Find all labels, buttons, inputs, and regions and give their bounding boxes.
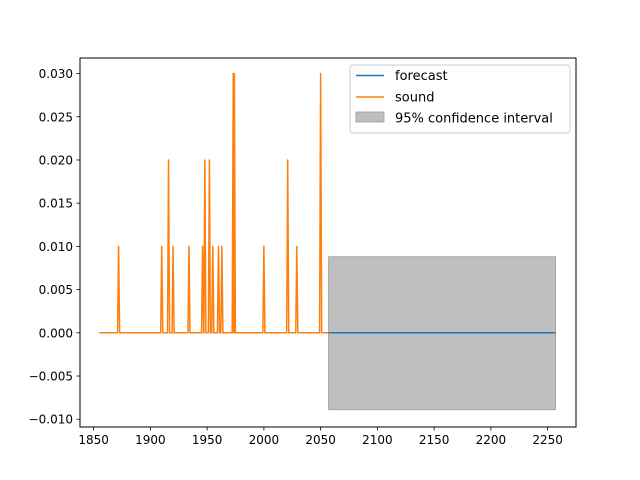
legend: forecast sound 95% confidence interval — [349, 64, 571, 134]
x-tick-label: 2000 — [249, 433, 280, 447]
y-tick-label: 0.005 — [39, 283, 73, 297]
x-tick-label: 2200 — [476, 433, 507, 447]
legend-swatch-confidence-interval — [355, 111, 385, 123]
y-tick-label: 0.000 — [39, 326, 73, 340]
x-tick-label: 2100 — [362, 433, 393, 447]
legend-label-forecast: forecast — [395, 69, 448, 84]
y-tick-label: 0.010 — [39, 240, 73, 254]
x-tick-label: 1850 — [78, 433, 109, 447]
y-tick-label: 0.030 — [39, 67, 73, 81]
legend-frame — [349, 64, 571, 134]
legend-label-confidence-interval: 95% confidence interval — [395, 112, 553, 127]
legend-label-sound: sound — [395, 91, 434, 106]
y-tick-label: −0.010 — [29, 413, 73, 427]
y-tick-label: 0.020 — [39, 153, 73, 167]
plot-area — [79, 57, 577, 428]
x-tick-label: 2050 — [305, 433, 336, 447]
y-axis: −0.010 −0.005 0.000 0.005 0.010 0.015 0.020 0.0… — [29, 67, 80, 427]
y-tick-label: −0.005 — [29, 370, 73, 384]
x-tick-label: 1900 — [135, 433, 166, 447]
x-tick-label: 1950 — [192, 433, 223, 447]
y-tick-label: 0.025 — [39, 110, 73, 124]
x-tick-label: 2150 — [419, 433, 450, 447]
x-axis: 1850 1900 1950 2000 2050 2100 2150 2200 2250 — [78, 427, 563, 447]
series-line-sound — [99, 72, 329, 334]
y-tick-label: 0.015 — [39, 197, 73, 211]
axes-frame — [79, 57, 577, 428]
x-tick-label: 2250 — [532, 433, 563, 447]
series-layer — [99, 72, 556, 334]
